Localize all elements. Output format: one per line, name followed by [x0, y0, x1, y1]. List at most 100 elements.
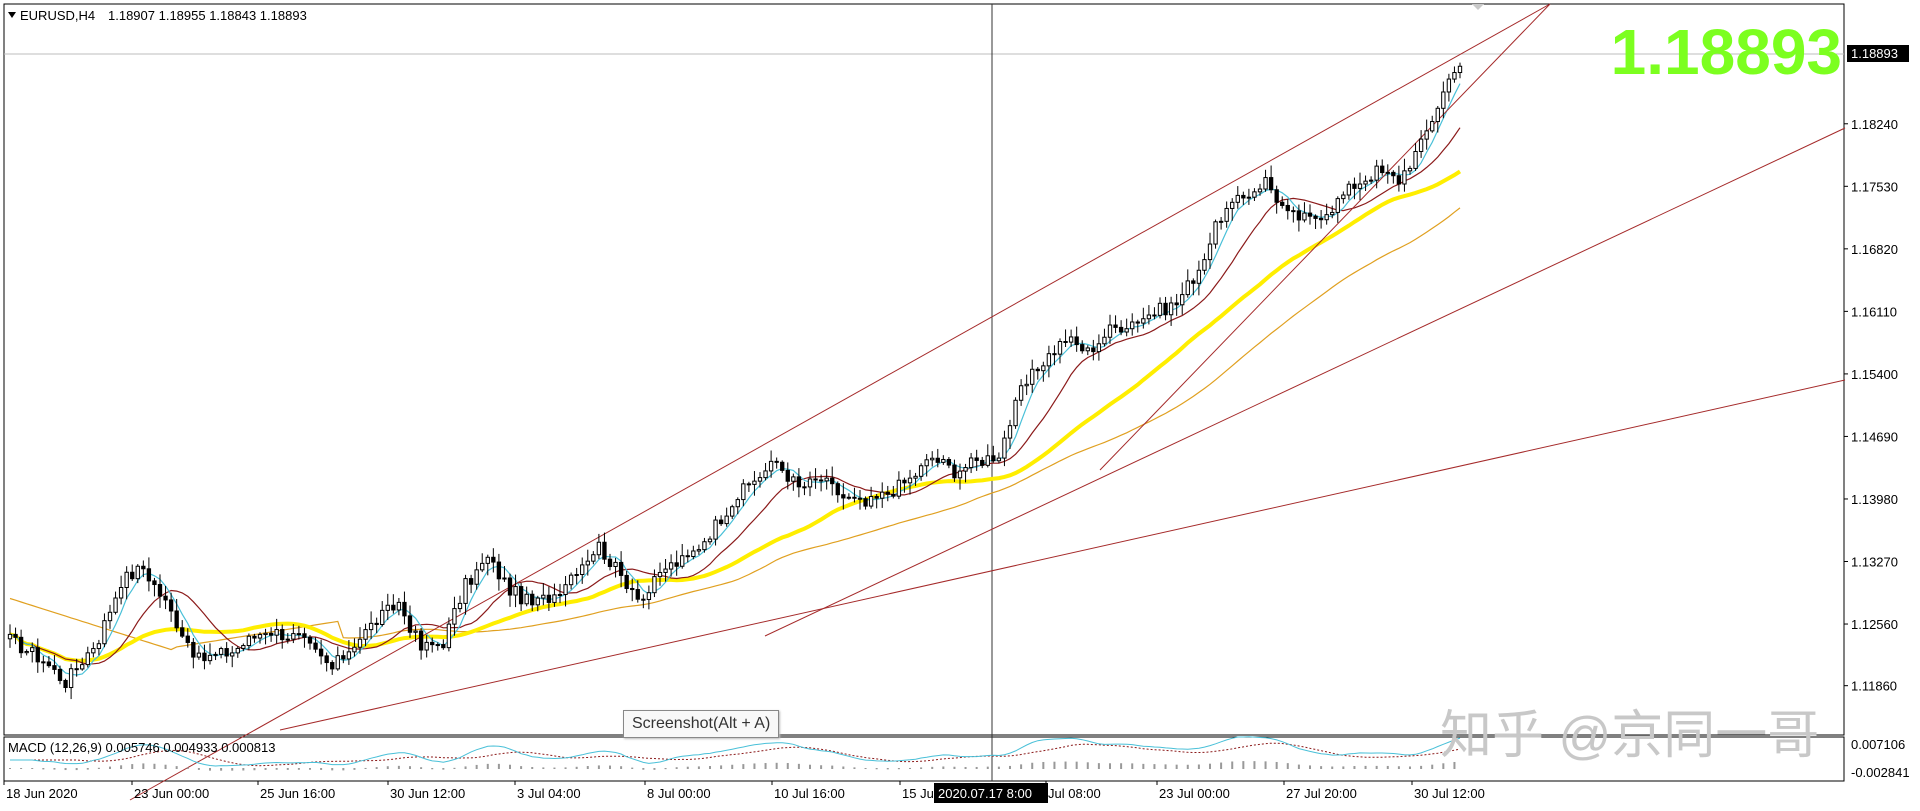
- candle-body: [1230, 201, 1235, 209]
- y-tick-label: 1.16110: [1851, 304, 1897, 319]
- macd-histogram-bar: [1420, 765, 1423, 769]
- macd-histogram-bar: [164, 764, 167, 769]
- candle-body: [841, 494, 846, 499]
- candle-body: [380, 609, 385, 625]
- symbol-label: EURUSD,H4: [20, 8, 95, 23]
- candle-body: [902, 479, 907, 484]
- candle-body: [1030, 368, 1035, 385]
- candle-body: [896, 479, 902, 497]
- macd-histogram-bar: [1364, 765, 1367, 769]
- macd-histogram-bar: [453, 767, 456, 769]
- candle-body: [368, 622, 374, 631]
- trendline: [129, 3, 1551, 801]
- candle-body: [157, 584, 163, 597]
- macd-histogram-bar: [820, 765, 823, 769]
- macd-histogram-bar: [97, 767, 100, 769]
- main-plot-frame: [3, 3, 1845, 736]
- candle-body: [346, 651, 352, 660]
- candle-body: [96, 643, 102, 650]
- candle-body: [1435, 107, 1440, 123]
- macd-histogram-bar: [1120, 763, 1123, 769]
- candle-body: [1257, 188, 1263, 193]
- candle-body: [568, 574, 574, 586]
- candle-body: [1357, 183, 1363, 189]
- candle-body: [830, 477, 835, 485]
- candle-body: [246, 635, 252, 647]
- macd-histogram-bar: [575, 766, 578, 769]
- candle-body: [57, 668, 63, 681]
- macd-histogram-bar: [409, 766, 411, 769]
- macd-histogram-bar: [542, 767, 545, 769]
- candle-body: [857, 497, 863, 500]
- macd-histogram-bar: [153, 763, 156, 769]
- collapse-triangle-icon[interactable]: [8, 12, 16, 18]
- candle-body: [835, 483, 840, 496]
- macd-histogram-bar: [375, 767, 378, 769]
- candle-body: [252, 635, 257, 639]
- candle-body: [1380, 165, 1385, 174]
- candle-body: [1052, 353, 1057, 356]
- macd-histogram-bar: [253, 768, 256, 771]
- candle-body: [291, 633, 296, 640]
- macd-histogram-bar: [1253, 761, 1256, 769]
- candle-body: [1274, 189, 1279, 203]
- candle-body: [68, 668, 74, 689]
- macd-histogram-bar: [1375, 765, 1378, 769]
- shift-marker-icon[interactable]: [1472, 4, 1484, 10]
- candle-body: [446, 623, 452, 649]
- macd-histogram-bar: [186, 767, 189, 769]
- candle-body: [996, 457, 1002, 462]
- candle-body: [224, 648, 229, 657]
- watermark: 知乎 @京同一哥: [1440, 707, 1819, 765]
- macd-histogram-bar: [1031, 762, 1034, 769]
- candle-body: [918, 465, 924, 477]
- candle-body: [74, 668, 79, 671]
- macd-histogram-bar: [686, 766, 689, 769]
- candle-body: [1063, 341, 1068, 344]
- candle-body: [1202, 259, 1207, 271]
- moving-averages: [9, 83, 1462, 676]
- candle-body: [718, 519, 724, 525]
- macd-histogram-bar: [1275, 761, 1278, 769]
- candle-body: [952, 464, 957, 479]
- macd-histogram-bar: [1064, 761, 1067, 769]
- macd-histogram-bar: [397, 765, 400, 769]
- macd-histogram-bar: [142, 763, 145, 769]
- candle-body: [1424, 130, 1429, 140]
- candle-body: [1080, 344, 1085, 352]
- candle-body: [357, 638, 363, 648]
- candle-body: [663, 568, 668, 573]
- candle-body: [402, 601, 407, 617]
- candle-body: [1318, 217, 1324, 221]
- candle-body: [1313, 215, 1318, 219]
- candles: [7, 62, 1463, 700]
- candle-body: [1330, 211, 1335, 216]
- candle-body: [41, 661, 46, 664]
- macd-histogram-bar: [753, 763, 756, 769]
- candle-body: [113, 597, 118, 613]
- macd-histogram-bar: [1309, 765, 1311, 769]
- candle-body: [580, 564, 585, 576]
- macd-histogram-bar: [1231, 761, 1234, 769]
- candle-body: [180, 627, 185, 637]
- macd-histogram-bar: [764, 763, 767, 769]
- y-tick-label: 1.17530: [1851, 179, 1898, 194]
- candle-body: [1135, 321, 1140, 324]
- candle-body: [313, 642, 318, 650]
- candle-body: [1185, 280, 1190, 296]
- macd-histogram-bar: [531, 767, 534, 769]
- candle-body: [280, 629, 285, 641]
- candle-body: [985, 455, 990, 466]
- candle-body: [1302, 212, 1307, 221]
- candle-body: [491, 556, 496, 563]
- y-tick-label: 1.12560: [1851, 617, 1898, 632]
- candle-body: [85, 652, 90, 666]
- macd-signal-line: [10, 742, 1461, 767]
- candle-body: [285, 638, 290, 641]
- candle-body: [935, 457, 940, 463]
- candle-body: [1263, 177, 1268, 190]
- macd-histogram-bar: [786, 763, 789, 769]
- macd-histogram-bar: [286, 768, 289, 770]
- trendline: [1099, 3, 1551, 471]
